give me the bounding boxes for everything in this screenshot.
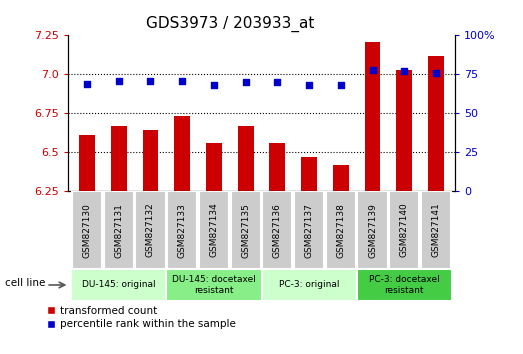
Text: DU-145: docetaxel
resistant: DU-145: docetaxel resistant bbox=[172, 275, 256, 295]
Text: GSM827131: GSM827131 bbox=[114, 202, 123, 258]
Point bbox=[178, 78, 186, 84]
Bar bbox=[396, 70, 412, 191]
Bar bbox=[357, 269, 452, 301]
Text: GSM827133: GSM827133 bbox=[178, 202, 187, 258]
Bar bbox=[79, 135, 95, 191]
Bar bbox=[263, 191, 292, 269]
Text: PC-3: docetaxel
resistant: PC-3: docetaxel resistant bbox=[369, 275, 440, 295]
Point bbox=[337, 82, 345, 88]
Text: GSM827139: GSM827139 bbox=[368, 202, 377, 258]
Point bbox=[115, 78, 123, 84]
Text: GSM827132: GSM827132 bbox=[146, 203, 155, 257]
Point bbox=[400, 68, 408, 74]
Text: GSM827137: GSM827137 bbox=[304, 202, 314, 258]
Bar bbox=[143, 130, 158, 191]
Text: DU-145: original: DU-145: original bbox=[82, 280, 155, 290]
Bar bbox=[167, 191, 197, 269]
Text: GSM827135: GSM827135 bbox=[241, 202, 250, 258]
Point bbox=[305, 82, 313, 88]
Bar bbox=[326, 191, 356, 269]
Bar bbox=[238, 126, 254, 191]
Bar bbox=[231, 191, 260, 269]
Bar bbox=[428, 56, 444, 191]
Bar bbox=[389, 191, 419, 269]
Bar bbox=[262, 269, 357, 301]
Point bbox=[432, 70, 440, 76]
Text: GDS3973 / 203933_at: GDS3973 / 203933_at bbox=[146, 16, 315, 32]
Bar bbox=[135, 191, 166, 269]
Bar bbox=[294, 191, 324, 269]
Bar bbox=[104, 191, 134, 269]
Text: cell line: cell line bbox=[5, 278, 46, 289]
Bar bbox=[166, 269, 262, 301]
Bar bbox=[71, 269, 166, 301]
Text: GSM827134: GSM827134 bbox=[209, 203, 219, 257]
Bar bbox=[174, 116, 190, 191]
Text: GSM827136: GSM827136 bbox=[273, 202, 282, 258]
Point bbox=[242, 79, 250, 85]
Point bbox=[146, 78, 155, 84]
Text: GSM827138: GSM827138 bbox=[336, 202, 345, 258]
Point bbox=[273, 79, 281, 85]
Point bbox=[210, 82, 218, 88]
Text: PC-3: original: PC-3: original bbox=[279, 280, 339, 290]
Bar bbox=[421, 191, 451, 269]
Bar bbox=[199, 191, 229, 269]
Legend: transformed count, percentile rank within the sample: transformed count, percentile rank withi… bbox=[47, 306, 235, 329]
Bar bbox=[357, 191, 388, 269]
Text: GSM827141: GSM827141 bbox=[431, 203, 440, 257]
Bar bbox=[111, 126, 127, 191]
Bar bbox=[301, 157, 317, 191]
Point bbox=[83, 81, 91, 86]
Bar bbox=[72, 191, 102, 269]
Bar bbox=[333, 165, 349, 191]
Point bbox=[368, 67, 377, 73]
Bar bbox=[206, 143, 222, 191]
Text: GSM827130: GSM827130 bbox=[83, 202, 92, 258]
Bar bbox=[269, 143, 285, 191]
Bar bbox=[365, 42, 380, 191]
Text: GSM827140: GSM827140 bbox=[400, 203, 409, 257]
